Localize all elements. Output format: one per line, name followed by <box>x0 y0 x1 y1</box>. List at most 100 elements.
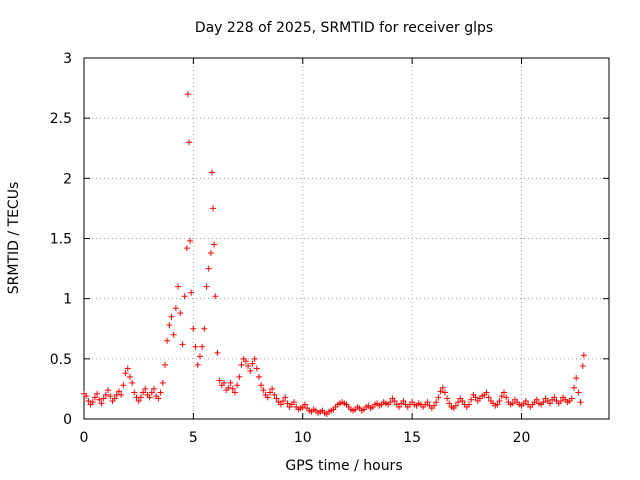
x-tick-label: 10 <box>294 430 312 446</box>
data-point <box>105 387 112 394</box>
data-point <box>509 400 516 407</box>
data-point <box>137 394 144 401</box>
data-point <box>441 389 448 396</box>
data-point <box>396 403 402 410</box>
data-point <box>301 401 308 408</box>
data-point <box>435 394 442 401</box>
data-point <box>155 395 162 402</box>
data-point <box>245 363 252 370</box>
data-point <box>271 391 278 398</box>
data-point <box>172 305 179 312</box>
data-point <box>140 389 147 396</box>
y-tick-labels: 0 0.5 1 1.5 2 2.5 3 <box>50 51 72 428</box>
data-point <box>503 394 510 401</box>
data-point <box>142 385 149 392</box>
data-point <box>116 388 122 395</box>
data-point <box>242 358 249 365</box>
x-tick-label: 15 <box>403 430 421 446</box>
data-point <box>291 399 297 406</box>
data-point <box>227 379 234 386</box>
data-points <box>81 91 587 418</box>
data-point <box>575 389 582 396</box>
data-point <box>282 394 289 401</box>
data-point <box>437 388 444 395</box>
data-point <box>498 393 505 400</box>
data-point <box>253 365 260 372</box>
data-point <box>494 401 501 408</box>
data-point <box>184 91 191 98</box>
data-point <box>118 391 125 398</box>
data-point <box>159 379 166 386</box>
data-point <box>208 169 215 176</box>
y-tick-label: 1.5 <box>50 232 72 248</box>
data-point <box>573 375 580 382</box>
data-point <box>207 249 214 256</box>
data-point <box>131 389 138 396</box>
y-tick-label: 1 <box>63 292 72 308</box>
data-point <box>161 361 168 368</box>
data-point <box>124 365 131 372</box>
data-point <box>214 349 221 356</box>
data-point <box>179 341 186 348</box>
data-point <box>190 325 197 332</box>
y-tick-label: 3 <box>63 51 72 67</box>
data-point <box>522 397 529 404</box>
data-point <box>129 379 136 386</box>
data-point <box>111 395 118 402</box>
data-point <box>551 394 558 401</box>
data-point <box>126 373 133 380</box>
data-point <box>234 382 241 389</box>
data-point <box>164 337 171 344</box>
data-point <box>400 397 407 404</box>
data-point <box>196 353 203 360</box>
y-tick-label: 2 <box>63 171 72 187</box>
data-point <box>94 390 101 397</box>
data-point <box>260 387 267 394</box>
data-point <box>122 370 129 377</box>
data-point <box>170 331 177 338</box>
x-tick-label: 20 <box>513 430 531 446</box>
data-point <box>485 394 492 401</box>
x-tick-labels: 0 5 10 15 20 <box>80 430 531 446</box>
data-point <box>501 389 507 396</box>
data-point <box>188 289 195 296</box>
data-point <box>247 367 254 374</box>
data-point <box>107 393 114 400</box>
data-point <box>151 385 157 392</box>
data-point <box>83 393 90 400</box>
data-point <box>273 395 280 402</box>
data-point <box>157 389 164 396</box>
data-point <box>183 245 190 252</box>
data-point <box>216 377 223 384</box>
data-point <box>96 396 103 403</box>
data-point <box>444 395 451 402</box>
y-axis-label: SRMTID / TECUs <box>6 182 22 295</box>
data-point <box>269 385 276 392</box>
x-tick-label: 5 <box>189 430 198 446</box>
data-point <box>85 397 92 404</box>
data-point <box>211 241 218 248</box>
data-point <box>280 397 287 404</box>
data-point <box>187 237 194 244</box>
data-point <box>192 343 199 350</box>
data-point <box>446 400 453 407</box>
chart-title: Day 228 of 2025, SRMTID for receiver glp… <box>195 20 493 36</box>
data-point <box>557 397 564 404</box>
data-point <box>387 399 394 406</box>
data-point <box>258 382 265 389</box>
data-point <box>452 402 459 409</box>
axes <box>83 57 610 420</box>
data-point <box>472 394 479 401</box>
data-point <box>205 265 212 272</box>
data-point <box>177 310 184 317</box>
data-point <box>277 401 284 408</box>
data-point <box>186 139 192 146</box>
data-point <box>135 397 142 404</box>
data-point <box>100 395 107 402</box>
data-point <box>238 361 245 368</box>
data-point <box>580 352 587 359</box>
data-point <box>203 283 210 290</box>
x-tick-label: 0 <box>80 430 89 446</box>
data-point <box>231 389 238 396</box>
